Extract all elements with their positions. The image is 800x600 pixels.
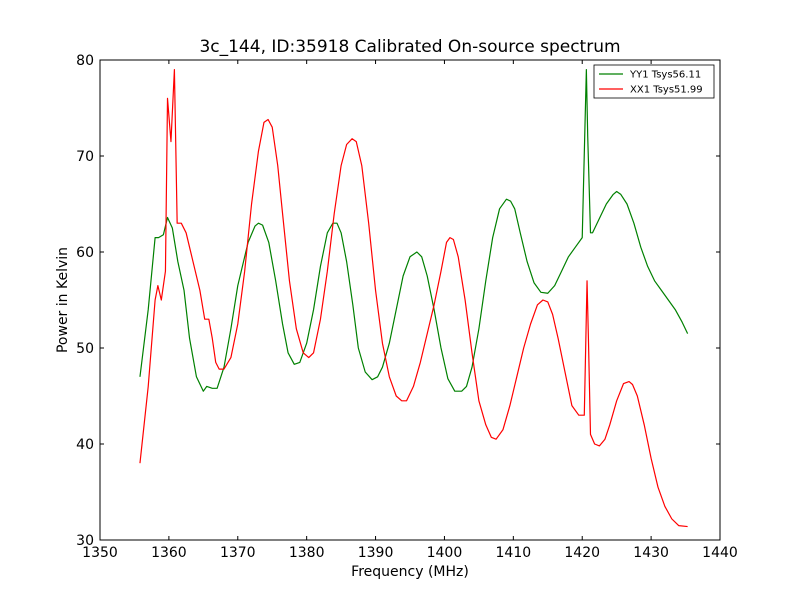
x-tick-label: 1420 [564,545,600,561]
y-tick-label: 80 [76,53,94,69]
x-tick-label: 1370 [220,545,256,561]
x-axis-label: Frequency (MHz) [351,564,469,580]
plot-frame [99,59,721,541]
y-tick-label: 60 [76,245,94,261]
series-layer [139,68,689,528]
chart-title: 3c_144, ID:35918 Calibrated On-source sp… [199,37,620,57]
plot-background [100,60,720,540]
x-tick-label: 1410 [496,545,532,561]
x-tick-label: 1430 [633,545,669,561]
legend: YY1 Tsys56.11 XX1 Tsys51.99 [593,64,715,99]
legend-label-yy1: YY1 Tsys56.11 [629,70,701,81]
y-tick-label: 30 [76,533,94,549]
x-tick-label: 1380 [289,545,325,561]
y-axis-label: Power in Kelvin [55,247,71,353]
y-tick-label: 40 [76,437,94,453]
tick-layer: 1350 1360 1370 1380 1390 1400 1410 1420 1430 1440… [76,53,738,561]
y-tick-label: 50 [76,341,94,357]
x-tick-label: 1400 [427,545,463,561]
plot-area: 1350 1360 1370 1380 1390 1400 1410 1420 1430 1440… [76,53,738,561]
legend-box [593,64,715,99]
x-tick-label: 1440 [702,545,738,561]
y-tick-label: 70 [76,149,94,165]
x-tick-label: 1360 [151,545,187,561]
series-line-yy1 [139,68,689,392]
series-line-xx1 [139,68,688,528]
legend-label-xx1: XX1 Tsys51.99 [630,85,703,96]
x-tick-label: 1390 [358,545,394,561]
x-tick-label: 1350 [82,545,118,561]
